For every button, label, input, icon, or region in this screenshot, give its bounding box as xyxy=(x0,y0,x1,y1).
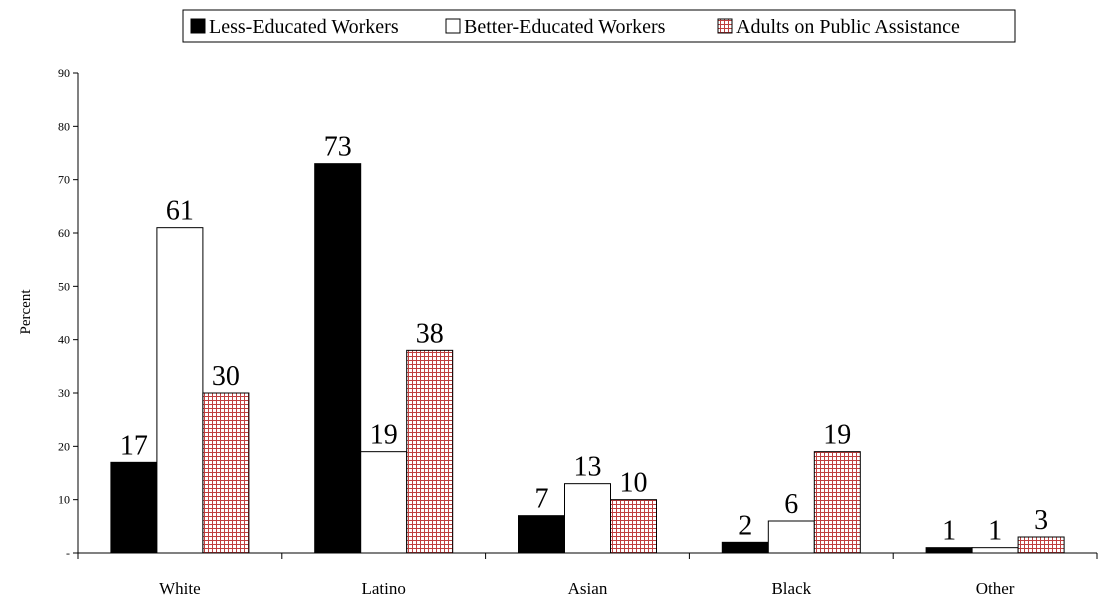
data-label: 10 xyxy=(620,468,648,499)
bar-other-3 xyxy=(1017,536,1065,554)
data-label: 61 xyxy=(166,196,194,227)
bars xyxy=(110,163,1065,554)
x-tick-label: Other xyxy=(976,579,1015,598)
bar-other-2 xyxy=(971,547,1019,554)
x-axis: White Latino Asian Black Other xyxy=(77,552,1098,598)
bar-latino-2 xyxy=(360,451,408,554)
x-tick-label: Black xyxy=(771,579,811,598)
bar-asian-2 xyxy=(564,483,611,554)
legend-label: Less-Educated Workers xyxy=(209,16,399,38)
data-label: 1 xyxy=(988,516,1002,547)
bar-other-1 xyxy=(925,547,973,554)
bar-black-3 xyxy=(813,451,861,554)
bar-asian-1 xyxy=(518,515,565,554)
data-label: 17 xyxy=(120,430,148,461)
legend-label: Better-Educated Workers xyxy=(464,16,666,38)
y-tick-label: 50 xyxy=(58,279,70,293)
x-tick-label: White xyxy=(159,579,201,598)
legend-swatch xyxy=(717,18,733,34)
y-tick-label: 40 xyxy=(58,333,70,347)
data-label: 73 xyxy=(324,132,352,163)
y-axis-label: Percent xyxy=(18,289,34,335)
legend-swatch xyxy=(190,18,206,34)
data-label: 30 xyxy=(212,361,240,392)
legend-label: Adults on Public Assistance xyxy=(736,16,960,38)
data-label: 19 xyxy=(370,420,398,451)
bar-latino-3 xyxy=(406,349,454,554)
legend-swatch xyxy=(445,18,461,34)
bar-asian-3 xyxy=(610,499,657,554)
legend: Less-Educated Workers Better-Educated Wor… xyxy=(182,9,1016,43)
y-tick-label: 70 xyxy=(58,173,70,187)
bar-black-1 xyxy=(721,541,769,554)
y-axis: - 10 20 30 40 50 60 70 80 90 xyxy=(58,66,79,560)
data-label: 13 xyxy=(574,452,602,483)
y-tick-label: 80 xyxy=(58,119,70,133)
x-tick-label: Latino xyxy=(362,579,406,598)
y-tick-label: 30 xyxy=(58,386,70,400)
data-label: 3 xyxy=(1034,505,1048,536)
bar-latino-1 xyxy=(314,163,362,554)
x-tick-label: Asian xyxy=(568,579,608,598)
y-tick-label: 90 xyxy=(58,66,70,80)
y-tick-label: - xyxy=(66,546,70,560)
data-label: 2 xyxy=(738,510,752,541)
data-label: 19 xyxy=(823,420,851,451)
data-label: 1 xyxy=(942,516,956,547)
bar-white-2 xyxy=(156,227,204,554)
data-label: 38 xyxy=(416,318,444,349)
bar-white-1 xyxy=(110,461,158,554)
data-label: 6 xyxy=(784,489,798,520)
y-tick-label: 10 xyxy=(58,493,70,507)
y-tick-label: 20 xyxy=(58,439,70,453)
bar-white-3 xyxy=(202,392,250,554)
y-tick-label: 60 xyxy=(58,226,70,240)
data-label: 7 xyxy=(535,484,549,515)
bar-black-2 xyxy=(767,520,815,554)
legend-box xyxy=(182,9,1016,43)
